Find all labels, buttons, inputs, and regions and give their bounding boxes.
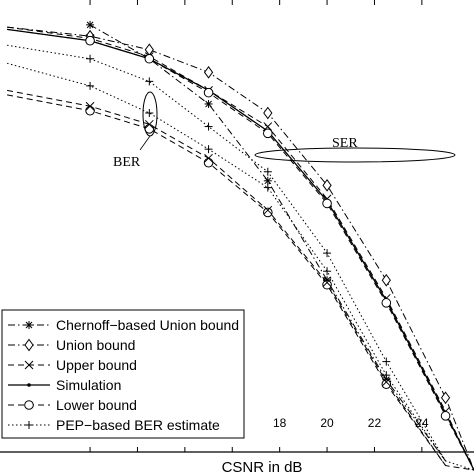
marker-diamond [24, 338, 34, 352]
ser-label: SER [332, 136, 358, 151]
data-point-s0-2 [204, 99, 213, 108]
x-tick-label: 24 [415, 416, 429, 430]
data-point-s7-4 [263, 205, 273, 215]
marker-x-b [381, 377, 391, 387]
marker-star-d2 [264, 177, 272, 185]
marker-diamond [381, 273, 391, 287]
legend-marker [24, 400, 34, 410]
markers [85, 20, 451, 421]
x-axis-label: CSNR in dB [222, 459, 303, 474]
ser-ellipse [254, 147, 456, 163]
data-point-s8-5 [323, 267, 332, 276]
data-point-s7-1 [85, 101, 95, 111]
marker-star-d2 [205, 100, 212, 108]
annotations: BER SER [113, 91, 456, 170]
marker-circle [440, 411, 451, 421]
marker-star-d2 [25, 321, 33, 329]
legend-label: Chernoff−based Union bound [56, 317, 239, 333]
legend: Chernoff−based Union bound Union bound Upp… [1, 309, 245, 439]
marker-circle [24, 400, 34, 410]
data-point-s4-6 [381, 298, 392, 308]
data-point-s1-5 [322, 178, 332, 192]
data-point-s6-5 [322, 279, 332, 290]
marker-x-b [204, 153, 213, 163]
marker-diamond [203, 65, 214, 79]
data-point-s5-3 [204, 122, 213, 131]
data-point-s4-5 [322, 198, 332, 209]
data-point-s4-1 [85, 35, 95, 46]
data-point-s7-5 [322, 278, 332, 287]
data-point-s8-6 [382, 371, 391, 380]
legend-label: Upper bound [56, 357, 137, 373]
marker-circle [322, 198, 332, 209]
data-point-s1-3 [203, 65, 214, 79]
data-point-s0-0 [86, 20, 95, 29]
marker-star-d2 [86, 21, 94, 29]
data-point-s7-6 [381, 377, 391, 387]
marker-circle [203, 157, 214, 168]
data-point-s5-1 [86, 54, 95, 63]
legend-label: Lower bound [56, 397, 137, 413]
legend-box [1, 309, 245, 439]
marker-diamond [263, 106, 273, 120]
x-tick-label: 22 [368, 416, 382, 430]
marker-circle [85, 35, 95, 46]
marker-circle [322, 279, 332, 290]
series-line-8 [6, 62, 447, 462]
legend-label: Simulation [56, 377, 121, 393]
legend-marker [27, 383, 31, 387]
data-point-s1-7 [440, 391, 451, 405]
marker-circle [203, 87, 214, 98]
data-point-s4-4 [263, 128, 273, 139]
data-point-s6-1 [85, 105, 95, 116]
x-tick-label: 20 [320, 416, 334, 430]
data-point-s7-2 [144, 119, 154, 129]
data-point-s5-5 [323, 249, 332, 258]
legend-marker [24, 360, 34, 370]
marker-circle [263, 207, 273, 218]
marker-diamond [322, 178, 332, 192]
marker-x-b [24, 360, 34, 370]
marker-x-b [263, 122, 273, 131]
data-point-s0-3 [263, 176, 272, 185]
data-point-s5-2 [145, 77, 154, 86]
data-point-s8-2 [145, 109, 154, 117]
legend-marker [25, 321, 33, 329]
marker-circle [381, 298, 392, 308]
data-point-s5-4 [263, 167, 272, 176]
marker-circle [144, 53, 155, 64]
marker-x-b [144, 119, 154, 129]
marker-x-b [85, 101, 95, 111]
series-line-7 [7, 89, 447, 466]
data-point-s1-4 [263, 106, 273, 120]
ber-label: BER [113, 155, 141, 170]
marker-x-b [263, 205, 273, 215]
marker-dot [27, 383, 31, 387]
data-point-s5-6 [382, 357, 391, 366]
x-tick-label: 18 [273, 416, 287, 430]
data-point-s8-1 [86, 81, 95, 90]
data-point-s4-3 [203, 87, 214, 98]
ber-pointer-line [139, 135, 151, 151]
legend-label: PEP−based BER estimate [56, 417, 220, 433]
marker-diamond [440, 391, 451, 405]
marker-x-b [322, 278, 332, 287]
data-point-s4-2 [144, 53, 155, 64]
data-point-s7-3 [204, 153, 213, 163]
data-point-s6-6 [381, 379, 392, 390]
data-point-s8-3 [204, 145, 213, 154]
data-point-s8-4 [263, 183, 272, 192]
marker-circle [263, 128, 273, 139]
legend-marker [25, 421, 33, 429]
marker-circle [381, 379, 392, 390]
data-point-s4-7 [440, 411, 451, 421]
data-point-s6-4 [263, 207, 273, 218]
legend-label: Union bound [56, 337, 135, 353]
data-point-s2-4 [263, 122, 273, 131]
legend-marker [24, 338, 34, 352]
data-point-s1-6 [381, 273, 391, 287]
data-point-s6-3 [203, 157, 214, 168]
marker-circle [85, 105, 95, 116]
